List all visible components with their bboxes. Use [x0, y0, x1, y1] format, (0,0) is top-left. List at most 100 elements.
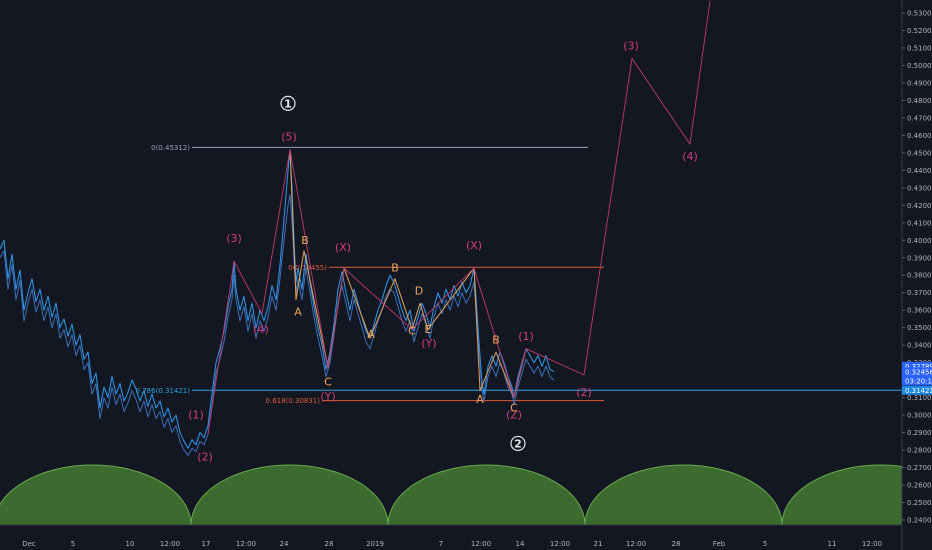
price-tag-label: 0.32456: [905, 369, 932, 377]
wave-label: E: [425, 323, 432, 336]
wave-labels: (5) (3) (4) (1) (2) (X) (Y) (X) (Y) (Z) (1) (2) (3) (…: [188, 40, 698, 464]
x-tick-label: 17: [202, 540, 211, 548]
wave-label: (2): [576, 386, 592, 399]
x-tick-label: 2019: [366, 540, 384, 548]
wave-label: (5): [281, 131, 297, 144]
price-tag: [902, 361, 932, 371]
wave-label: (3): [226, 232, 242, 245]
x-tick-label: 21: [594, 540, 603, 548]
x-tick-label: 12:00: [626, 540, 646, 548]
cycle-arc: [781, 464, 932, 526]
wave-label: (1): [518, 330, 534, 343]
cycle-arc: [584, 464, 783, 526]
x-tick-label: 5: [71, 540, 75, 548]
price-tag-label: 03:20:10: [905, 377, 932, 385]
fib-level-label: 0.618(0.30831): [266, 397, 321, 405]
x-tick-label: 7: [439, 540, 443, 548]
price-tag: [902, 376, 932, 386]
wave-label: (Y): [320, 390, 335, 403]
wave-label: D: [415, 284, 423, 297]
x-tick-label: 12:00: [550, 540, 570, 548]
wave-circle: [280, 95, 296, 112]
major-wave-labels: 12: [280, 95, 526, 452]
wave-label: A: [367, 328, 375, 341]
x-tick-label: 12:00: [862, 540, 882, 548]
wave-label: (X): [466, 239, 482, 252]
wave-label: (3): [623, 40, 639, 53]
price-tag: [902, 367, 932, 377]
x-tick-label: Dec: [22, 540, 36, 548]
x-tick-label: 12:00: [236, 540, 256, 548]
series-line: [0, 194, 555, 456]
fib-levels: 0(0.45312)0(0.38455)0.786(0.31421)0.618(…: [136, 144, 905, 405]
x-tick-label: 24: [280, 540, 289, 548]
y-axis-bg: [902, 0, 932, 550]
wave-label: (X): [335, 241, 351, 254]
wave-label: (4): [253, 323, 269, 336]
wave-circle-label: 1: [284, 97, 292, 110]
wave-label: (Y): [421, 337, 436, 350]
wave-circle-label: 2: [514, 437, 522, 450]
x-tick-label: 14: [516, 540, 525, 548]
cycle-arc: [387, 464, 586, 526]
cycle-arc: [190, 464, 389, 526]
fib-level-label: 0.786(0.31421): [136, 387, 191, 395]
x-tick-label: 10: [126, 540, 135, 548]
wave-label: (2): [197, 451, 213, 464]
wave-label: C: [510, 402, 518, 415]
x-tick-label: 5: [763, 540, 767, 548]
x-tick-label: Feb: [713, 540, 726, 548]
wave-label: B: [391, 262, 399, 275]
x-axis: Dec 5 10 12:00 17 12:00 24 28 2019 7 12:00 14 12:00 2…: [0, 524, 932, 550]
x-tick-label: 12:00: [160, 540, 180, 548]
fib-level-label: 0(0.45312): [151, 144, 190, 152]
wave-label: (4): [682, 150, 698, 163]
wave-label: B: [492, 333, 500, 346]
series-line: [207, 0, 711, 435]
price-tag-label: 0.32789: [905, 363, 932, 371]
x-tick-label: 28: [672, 540, 681, 548]
wave-label: A: [294, 305, 302, 318]
wave-label: C: [324, 375, 332, 388]
wave-label: C: [408, 325, 416, 338]
price-tag-label: 0.31421: [905, 387, 932, 395]
wave-label: B: [301, 234, 309, 247]
price-tag: [902, 385, 932, 395]
x-tick-label: 12:00: [471, 540, 491, 548]
cycle-arcs: [0, 464, 932, 526]
wave-label: (1): [188, 409, 204, 422]
wave-label: (Z): [506, 409, 522, 422]
wave-label: A: [476, 393, 484, 406]
x-tick-label: 11: [828, 540, 837, 548]
